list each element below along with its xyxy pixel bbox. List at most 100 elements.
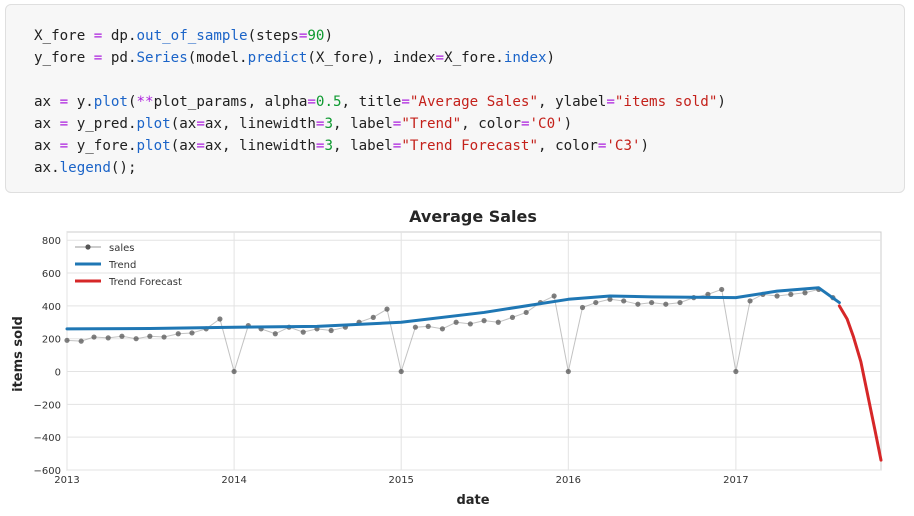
code-token: plot [93, 94, 128, 110]
code-token: X_fore [34, 28, 94, 44]
data-point [565, 368, 571, 375]
x-tick-label: 2015 [388, 475, 413, 486]
x-tick-label: 2013 [54, 475, 79, 486]
data-point [91, 334, 97, 340]
code-token: 'C0' [529, 116, 564, 132]
plot-frame [66, 231, 882, 471]
y-axis-label: items sold [11, 316, 26, 392]
data-point [189, 330, 195, 336]
code-token: 3 [324, 116, 333, 132]
code-token: = [392, 138, 402, 154]
data-point [78, 338, 84, 344]
code-token: (); [110, 160, 137, 176]
code-line: X_fore = dp.out_of_sample(steps=90) [34, 25, 726, 47]
code-token: = [401, 94, 410, 110]
code-token: = [392, 116, 402, 132]
code-token: ax [34, 94, 60, 110]
data-point [105, 335, 111, 341]
code-token: = [93, 28, 103, 44]
data-point [593, 299, 599, 306]
legend-item: Trend Forecast [75, 277, 182, 288]
code-line: ax = y_fore.plot(ax=ax, linewidth=3, lab… [34, 135, 726, 157]
data-point [495, 319, 501, 325]
x-tick-label: 2017 [723, 475, 748, 486]
plot-area [66, 231, 882, 471]
code-token: = [315, 138, 325, 154]
code-token: ** [136, 94, 154, 110]
data-point [788, 291, 794, 297]
code-token: Series [136, 50, 188, 66]
y-tick-label: 400 [42, 302, 61, 313]
data-point [733, 368, 739, 375]
code-line: ax = y.plot(**plot_params, alpha=0.5, ti… [34, 91, 726, 113]
code-token: 90 [307, 28, 325, 44]
data-point [705, 291, 711, 297]
code-token: (model. [187, 50, 248, 66]
legend-label: Trend [108, 260, 136, 271]
code-token: , color [461, 116, 521, 132]
code-line: ax.legend(); [34, 157, 726, 179]
data-point [663, 301, 669, 307]
y-tick-label: −600 [34, 466, 61, 477]
code-token: dp. [102, 28, 137, 44]
code-token: 'C3' [606, 138, 641, 154]
legend-swatch-marker [85, 244, 91, 250]
code-token: = [520, 116, 530, 132]
code-token: = [59, 116, 69, 132]
code-token: (ax [170, 138, 197, 154]
code-token: "Trend Forecast" [401, 138, 539, 154]
code-token: = [606, 94, 615, 110]
data-point [147, 333, 153, 339]
code-token: = [307, 94, 316, 110]
code-line: y_fore = pd.Series(model.predict(X_fore)… [34, 47, 726, 69]
legend-item: sales [75, 243, 134, 254]
series-layer [64, 286, 883, 462]
code-token: = [93, 50, 103, 66]
data-point [64, 337, 70, 343]
code-token: (ax [170, 116, 197, 132]
data-point [607, 296, 613, 302]
data-point [467, 321, 473, 327]
code-token: out_of_sample [136, 28, 248, 44]
code-token: , title [341, 94, 402, 110]
data-point [119, 333, 125, 339]
data-point [453, 319, 459, 325]
code-line: ax = y_pred.plot(ax=ax, linewidth=3, lab… [34, 113, 726, 135]
code-token: , color [538, 138, 598, 154]
data-point [802, 290, 808, 296]
data-point [439, 326, 446, 332]
code-token: predict [247, 50, 308, 66]
data-point [370, 314, 376, 320]
code-token: = [59, 94, 69, 110]
code-cell[interactable]: X_fore = dp.out_of_sample(steps=90) y_for… [5, 4, 905, 193]
series-trend-forecast [837, 304, 883, 462]
legend-label: sales [109, 243, 134, 254]
series-line [837, 304, 883, 462]
code-token: ax, linewidth [204, 138, 316, 154]
code-token: "Average Sales" [409, 94, 538, 110]
code-token: 0.5 [315, 94, 342, 110]
data-point [635, 301, 641, 307]
code-token: plot [136, 116, 171, 132]
code-token: y_fore. [68, 138, 137, 154]
data-point [649, 299, 655, 306]
series-sales [64, 286, 836, 375]
y-tick-label: 600 [42, 269, 61, 280]
code-token: "Trend" [401, 116, 462, 132]
data-point [621, 298, 627, 304]
code-line [34, 69, 726, 91]
code-token: legend [59, 160, 111, 176]
data-point [231, 368, 237, 375]
code-token: index [503, 50, 547, 66]
code-token: = [315, 116, 325, 132]
y-tick-label: −400 [34, 433, 61, 444]
data-point [551, 293, 557, 299]
code-token: y. [68, 94, 94, 110]
data-point [481, 318, 487, 324]
code-token: ) [324, 28, 333, 44]
y-tick-label: 200 [42, 335, 61, 346]
code-token: = [298, 28, 308, 44]
code-token: pd. [102, 50, 137, 66]
code-token: ) [546, 50, 556, 66]
